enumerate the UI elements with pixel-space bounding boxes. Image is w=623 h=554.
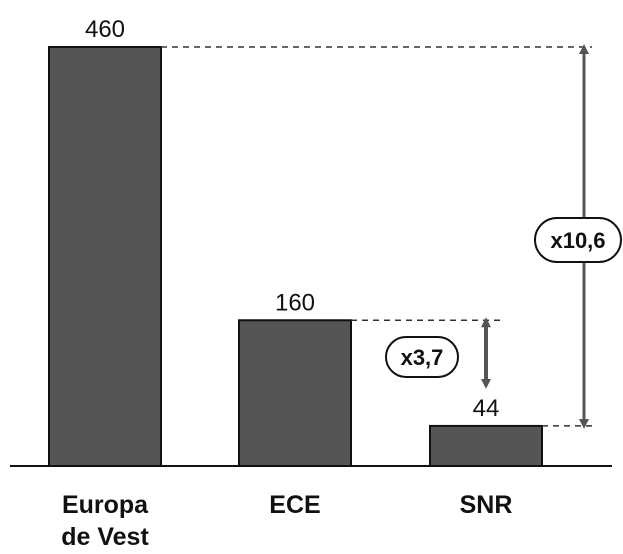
ratio-annotations-layer: x10,6 x3,7	[161, 44, 622, 429]
bar	[429, 424, 543, 468]
ratio-badge	[385, 336, 459, 378]
bar	[48, 46, 162, 467]
ratio-badge	[534, 217, 622, 263]
category-label: SNR	[460, 491, 513, 519]
category-label: Europa	[62, 491, 149, 519]
bars-layer	[48, 46, 543, 468]
category-label: ECE	[269, 491, 320, 519]
value-label: 160	[275, 289, 315, 316]
value-label: 460	[85, 16, 125, 43]
ratio-text: x10,6	[550, 228, 605, 253]
bar	[238, 319, 352, 467]
category-label: de Vest	[61, 523, 149, 551]
value-label: 44	[473, 395, 500, 422]
category-labels-layer: Europa de Vest ECE SNR	[61, 491, 512, 551]
value-labels-layer: 460 160 44	[85, 16, 499, 422]
ratio-text: x3,7	[401, 345, 444, 370]
